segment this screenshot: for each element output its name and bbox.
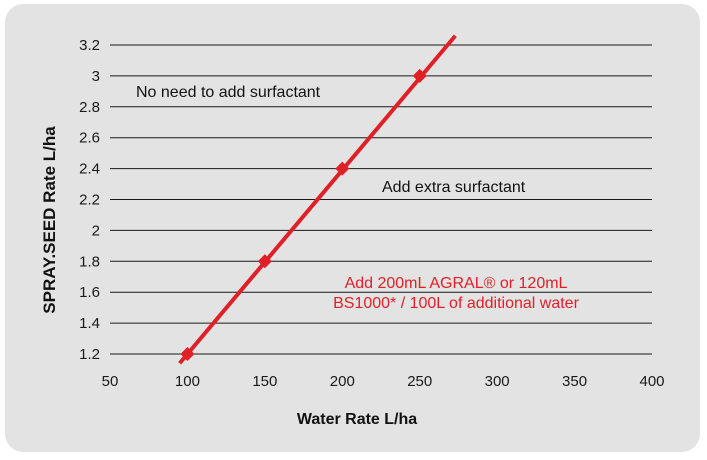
grid <box>110 44 652 355</box>
annotation-agral-line1: Add 200mL AGRAL® or 120mL <box>345 275 568 292</box>
x-tick-label: 150 <box>252 373 277 390</box>
y-tick-labels: 1.2 1.4 1.6 1.8 2 2.2 2.4 2.6 2.8 3 3.2 <box>79 37 100 363</box>
x-tick-label: 100 <box>175 373 200 390</box>
x-tick-label: 250 <box>407 373 432 390</box>
y-tick-label: 3 <box>92 68 100 85</box>
x-tick-label: 300 <box>485 373 510 390</box>
data-point <box>412 68 427 83</box>
y-tick-label: 3.2 <box>79 37 100 54</box>
y-tick-label: 1.6 <box>79 284 100 301</box>
data-point <box>257 254 272 269</box>
chart-panel <box>5 4 700 452</box>
x-tick-label: 350 <box>562 373 587 390</box>
series-layer <box>178 34 457 365</box>
data-point <box>180 347 195 361</box>
y-tick-label: 1.8 <box>79 253 100 270</box>
x-tick-labels: 50 100 150 200 250 300 350 400 <box>102 373 665 390</box>
x-tick-label: 200 <box>330 373 355 390</box>
y-tick-label: 2.4 <box>79 161 100 178</box>
y-tick-label: 2.8 <box>79 99 100 116</box>
y-tick-label: 2.6 <box>79 130 100 147</box>
x-tick-label: 400 <box>639 373 664 390</box>
data-point <box>335 161 350 176</box>
annotation-extra-surfactant: Add extra surfactant <box>382 179 526 196</box>
annotation-agral-line2: BS1000* / 100L of additional water <box>333 295 579 312</box>
annotation-no-surfactant: No need to add surfactant <box>136 84 321 101</box>
y-tick-label: 1.4 <box>79 315 100 332</box>
y-tick-label: 2.2 <box>79 192 100 209</box>
y-axis-label: SPRAY.SEED Rate L/ha <box>40 126 59 314</box>
series-line <box>178 34 457 365</box>
y-tick-label: 2 <box>92 222 100 239</box>
y-tick-label: 1.2 <box>79 346 100 363</box>
x-tick-label: 50 <box>102 373 119 390</box>
x-axis-label: Water Rate L/ha <box>297 411 417 428</box>
